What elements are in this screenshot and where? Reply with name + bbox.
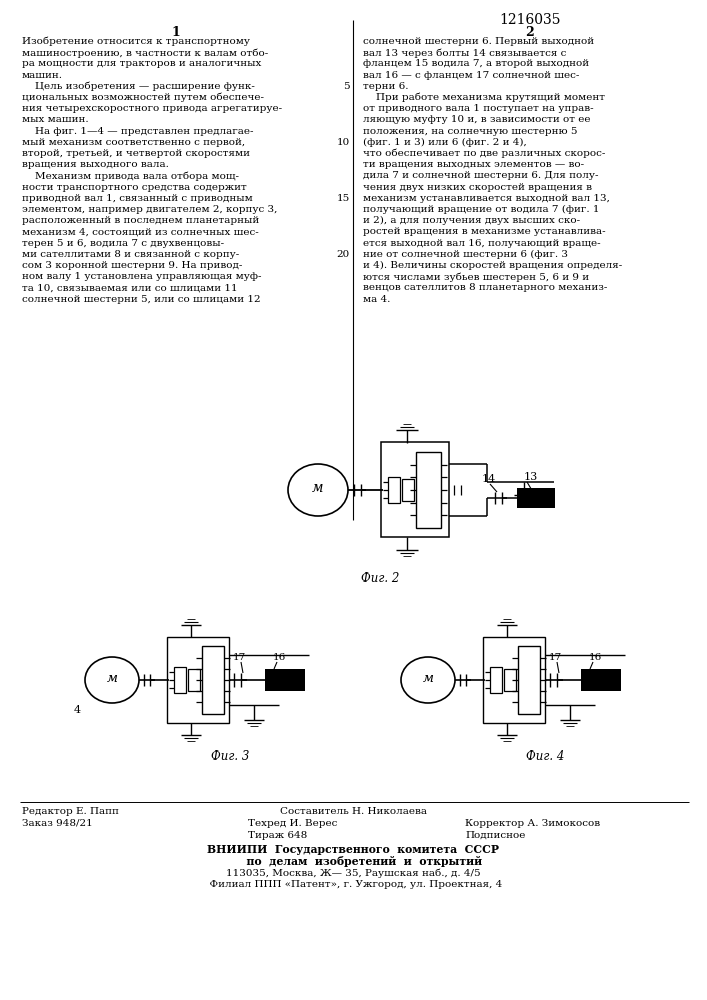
Text: (фиг. 1 и 3) или 6 (фиг. 2 и 4),: (фиг. 1 и 3) или 6 (фиг. 2 и 4), <box>363 138 527 147</box>
Text: 5: 5 <box>344 82 350 91</box>
Text: ются числами зубьев шестерен 5, 6 и 9 и: ются числами зубьев шестерен 5, 6 и 9 и <box>363 272 589 282</box>
Text: ми сателлитами 8 и связанной с корпу-: ми сателлитами 8 и связанной с корпу- <box>22 250 239 259</box>
Text: фланцем 15 водила 7, а второй выходной: фланцем 15 водила 7, а второй выходной <box>363 59 589 68</box>
Text: и 4). Величины скоростей вращения определя-: и 4). Величины скоростей вращения опреде… <box>363 261 622 270</box>
Text: ется выходной вал 16, получающий враще-: ется выходной вал 16, получающий враще- <box>363 239 601 248</box>
Text: венцов сателлитов 8 планетарного механиз-: венцов сателлитов 8 планетарного механиз… <box>363 283 607 292</box>
Text: приводной вал 1, связанный с приводным: приводной вал 1, связанный с приводным <box>22 194 252 203</box>
Text: На фиг. 1—4 — представлен предлагае-: На фиг. 1—4 — представлен предлагае- <box>22 127 254 136</box>
Text: Составитель Н. Николаева: Составитель Н. Николаева <box>279 807 426 816</box>
Text: та 10, связываемая или со шлицами 11: та 10, связываемая или со шлицами 11 <box>22 283 238 292</box>
Text: ВНИИПИ  Государственного  комитета  СССР: ВНИИПИ Государственного комитета СССР <box>207 844 499 855</box>
Text: ния четырехскоростного привода агрегатируе-: ния четырехскоростного привода агрегатир… <box>22 104 282 113</box>
Text: вращения выходного вала.: вращения выходного вала. <box>22 160 169 169</box>
Bar <box>388 477 400 503</box>
Text: 20: 20 <box>337 250 350 259</box>
Text: машиностроению, в частности к валам отбо-: машиностроению, в частности к валам отбо… <box>22 48 268 58</box>
Text: ном валу 1 установлена управляющая муф-: ном валу 1 установлена управляющая муф- <box>22 272 262 281</box>
Bar <box>381 442 449 537</box>
Bar <box>402 479 414 501</box>
Text: ра мощности для тракторов и аналогичных: ра мощности для тракторов и аналогичных <box>22 59 262 68</box>
Bar <box>581 669 621 691</box>
Text: При работе механизма крутящий момент: При работе механизма крутящий момент <box>363 93 605 103</box>
Text: терни 6.: терни 6. <box>363 82 409 91</box>
Text: мый механизм соответственно с первой,: мый механизм соответственно с первой, <box>22 138 245 147</box>
Text: 13: 13 <box>524 472 538 482</box>
Bar <box>483 637 545 723</box>
Text: Подписное: Подписное <box>465 831 525 840</box>
Text: Цель изобретения — расширение функ-: Цель изобретения — расширение функ- <box>22 82 255 91</box>
Text: терен 5 и 6, водила 7 с двухвенцовы-: терен 5 и 6, водила 7 с двухвенцовы- <box>22 239 224 248</box>
Text: от приводного вала 1 поступает на управ-: от приводного вала 1 поступает на управ- <box>363 104 594 113</box>
Text: 14: 14 <box>482 474 496 484</box>
Text: Изобретение относится к транспортному: Изобретение относится к транспортному <box>22 37 250 46</box>
Bar <box>490 667 502 693</box>
Text: ростей вращения в механизме устанавлива-: ростей вращения в механизме устанавлива- <box>363 227 606 236</box>
Bar <box>265 669 305 691</box>
Text: солнечной шестерни 5, или со шлицами 12: солнечной шестерни 5, или со шлицами 12 <box>22 295 261 304</box>
Text: что обеспечивает по две различных скорос-: что обеспечивает по две различных скорос… <box>363 149 605 158</box>
Text: Корректор А. Зимокосов: Корректор А. Зимокосов <box>465 819 600 828</box>
Text: 17: 17 <box>549 653 561 662</box>
Text: дила 7 и солнечной шестерни 6. Для полу-: дила 7 и солнечной шестерни 6. Для полу- <box>363 171 599 180</box>
Text: получающий вращение от водила 7 (фиг. 1: получающий вращение от водила 7 (фиг. 1 <box>363 205 600 214</box>
Text: Фиг. 3: Фиг. 3 <box>211 750 249 763</box>
Text: 113035, Москва, Ж— 35, Раушская наб., д. 4/5: 113035, Москва, Ж— 35, Раушская наб., д.… <box>226 868 480 878</box>
Text: машин.: машин. <box>22 71 63 80</box>
Text: Филиал ППП «Патент», г. Ужгород, ул. Проектная, 4: Филиал ППП «Патент», г. Ужгород, ул. Про… <box>204 880 503 889</box>
Text: м: м <box>107 672 117 684</box>
Text: положения, на солнечную шестерню 5: положения, на солнечную шестерню 5 <box>363 127 578 136</box>
Text: Тираж 648: Тираж 648 <box>248 831 308 840</box>
Text: Механизм привода вала отбора мощ-: Механизм привода вала отбора мощ- <box>22 171 239 181</box>
Text: сом 3 коронной шестерни 9. На привод-: сом 3 коронной шестерни 9. На привод- <box>22 261 243 270</box>
Text: циональных возможностей путем обеспече-: циональных возможностей путем обеспече- <box>22 93 264 103</box>
Text: второй, третьей, и четвертой скоростями: второй, третьей, и четвертой скоростями <box>22 149 250 158</box>
Bar <box>504 669 516 691</box>
Bar <box>517 488 555 508</box>
Ellipse shape <box>401 657 455 703</box>
Text: мых машин.: мых машин. <box>22 115 88 124</box>
Text: по  делам  изобретений  и  открытий: по делам изобретений и открытий <box>224 856 482 867</box>
Text: 4: 4 <box>74 705 81 715</box>
Text: 1216035: 1216035 <box>499 13 561 27</box>
Text: Заказ 948/21: Заказ 948/21 <box>22 819 93 828</box>
Text: и 2), а для получения двух высших ско-: и 2), а для получения двух высших ско- <box>363 216 580 225</box>
Text: вал 13 через болты 14 связывается с: вал 13 через болты 14 связывается с <box>363 48 566 58</box>
Bar <box>416 452 441 528</box>
Text: Редактор Е. Папп: Редактор Е. Папп <box>22 807 119 816</box>
Text: Фиг. 2: Фиг. 2 <box>361 572 399 585</box>
Text: Фиг. 4: Фиг. 4 <box>526 750 564 763</box>
Text: механизм 4, состоящий из солнечных шес-: механизм 4, состоящий из солнечных шес- <box>22 227 259 236</box>
Ellipse shape <box>85 657 139 703</box>
Text: вал 16 — с фланцем 17 солнечной шес-: вал 16 — с фланцем 17 солнечной шес- <box>363 71 579 80</box>
Text: солнечной шестерни 6. Первый выходной: солнечной шестерни 6. Первый выходной <box>363 37 594 46</box>
Text: ма 4.: ма 4. <box>363 295 390 304</box>
Text: 16: 16 <box>588 653 602 662</box>
Text: ляющую муфту 10 и, в зависимости от ее: ляющую муфту 10 и, в зависимости от ее <box>363 115 590 124</box>
Bar <box>188 669 200 691</box>
Text: ние от солнечной шестерни 6 (фиг. 3: ние от солнечной шестерни 6 (фиг. 3 <box>363 250 568 259</box>
Text: механизм устанавливается выходной вал 13,: механизм устанавливается выходной вал 13… <box>363 194 610 203</box>
Bar <box>167 637 229 723</box>
Bar <box>202 646 224 714</box>
Ellipse shape <box>288 464 348 516</box>
Text: расположенный в последнем планетарный: расположенный в последнем планетарный <box>22 216 259 225</box>
Text: 17: 17 <box>233 653 245 662</box>
Text: 10: 10 <box>337 138 350 147</box>
Text: м: м <box>423 672 433 684</box>
Text: ности транспортного средства содержит: ности транспортного средства содержит <box>22 183 247 192</box>
Text: Техред И. Верес: Техред И. Верес <box>248 819 337 828</box>
Text: чения двух низких скоростей вращения в: чения двух низких скоростей вращения в <box>363 183 592 192</box>
Text: ти вращения выходных элементов — во-: ти вращения выходных элементов — во- <box>363 160 584 169</box>
Text: 1: 1 <box>172 26 180 39</box>
Text: 15: 15 <box>337 194 350 203</box>
Text: элементом, например двигателем 2, корпус 3,: элементом, например двигателем 2, корпус… <box>22 205 277 214</box>
Bar <box>174 667 186 693</box>
Text: 2: 2 <box>525 26 534 39</box>
Bar <box>518 646 540 714</box>
Text: м: м <box>312 481 324 495</box>
Text: 16: 16 <box>272 653 286 662</box>
